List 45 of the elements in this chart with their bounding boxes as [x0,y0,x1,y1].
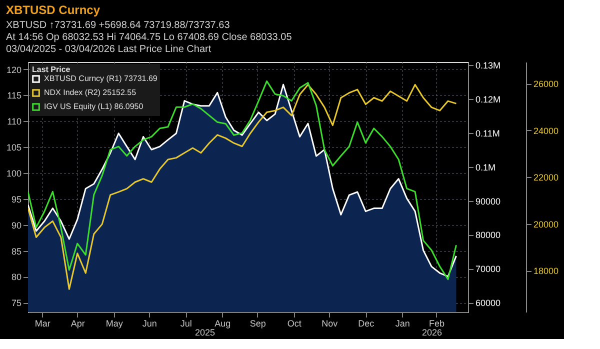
y2-tick-label: 0.1M [476,162,496,172]
y2-tick-label: 60000 [476,298,501,308]
x-tick-label: Aug [214,318,231,328]
y-tick-label: 80 [11,272,22,282]
x2-tick-label: 2025 [194,328,215,338]
y-tick-label: 85 [11,246,22,256]
y3-tick-label: 20000 [534,219,559,230]
legend-label: NDX Index (R2) 25152.55 [44,88,137,97]
chart-title: XBTUSD Curncy [6,3,100,18]
x-tick-label: May [106,318,124,328]
text: 03/04/2025 - 03/04/2026 Last Price Line Chart [6,44,212,56]
x-tick-label: Jun [142,318,157,328]
y-tick-label: 100 [6,168,22,178]
x-tick-label: Sep [250,318,266,328]
y-tick-label: 120 [6,64,22,75]
x-tick-label: Mar [34,318,50,328]
x-tick-label: Feb [428,318,444,328]
x2-tick-label: 2026 [422,328,442,338]
y-tick-label: 110 [7,116,22,127]
text: XBTUSD ↑73731.69 +5698.64 73719.88/73737.63 [6,20,230,32]
y2-tick-label: 0.13M [476,60,501,71]
x-tick-label: Jul [180,318,192,328]
y-tick-label: 105 [6,142,22,153]
y2-tick-label: 90000 [476,196,501,206]
x-tick-label: Dec [358,318,375,328]
y2-tick-label: 0.11M [476,128,500,139]
legend-title: Last Price [32,65,71,74]
y3-tick-label: 24000 [534,126,559,136]
x-tick-label: Nov [322,318,338,328]
x-tick-label: Jan [395,318,410,328]
legend-label: XBTUSD Curncy (R1) 73731.69 [44,74,158,83]
y2-tick-label: 0.12M [476,94,501,105]
y-tick-label: 75 [11,298,22,308]
x-tick-label: Apr [70,318,85,328]
y-tick-label: 95 [11,194,22,204]
y3-tick-label: 22000 [534,172,559,183]
x-tick-label: Oct [287,318,302,328]
y3-tick-label: 26000 [534,79,559,90]
y2-tick-label: 70000 [476,264,501,274]
y2-tick-label: 80000 [476,230,501,240]
legend-label: IGV US Equity (L1) 86.0950 [44,102,144,111]
text: At 14:56 Op 68032.53 Hi 74064.75 Lo 67408.69 Close 68033.05 [6,32,292,44]
y-tick-label: 115 [7,90,22,101]
y3-tick-label: 18000 [534,266,559,276]
y-tick-label: 90 [11,220,22,230]
